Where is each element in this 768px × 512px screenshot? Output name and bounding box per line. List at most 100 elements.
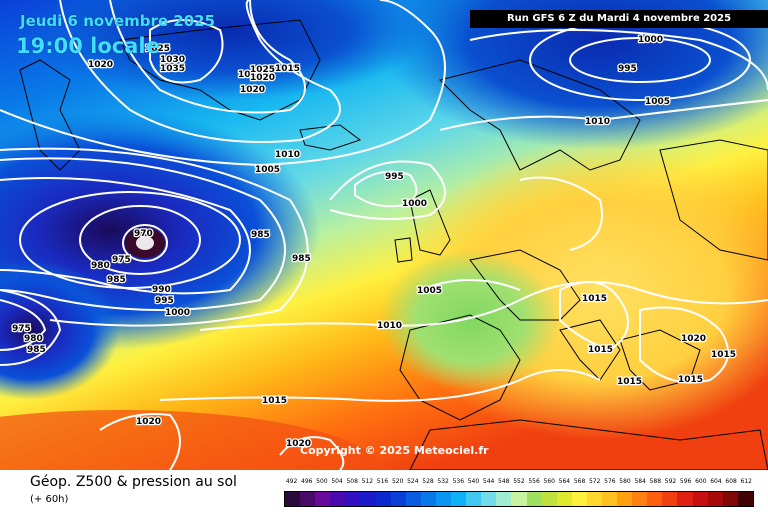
legend-swatch [330, 492, 346, 506]
legend-swatch [707, 492, 723, 506]
isobar-label: 1015 [710, 349, 738, 362]
isobar-label: 1005 [644, 96, 672, 109]
legend-swatch [617, 492, 633, 506]
isobar-label: 1015 [274, 63, 302, 76]
legend-label: 508 [346, 478, 358, 485]
isobar-label: 1020 [87, 59, 115, 72]
isobar-label: 985 [250, 229, 271, 242]
legend-label: 548 [498, 478, 510, 485]
legend-swatch [692, 492, 708, 506]
legend-swatch [526, 492, 542, 506]
svg-text:1000: 1000 [402, 199, 427, 209]
svg-text:975: 975 [12, 324, 31, 334]
legend-label: 588 [649, 478, 662, 485]
legend-swatch [737, 492, 753, 506]
subtropical-area [0, 410, 380, 470]
svg-text:1000: 1000 [165, 308, 190, 318]
isobars [0, 0, 768, 470]
isobar-label: 1015 [581, 293, 609, 306]
legend-label: 600 [695, 478, 707, 485]
svg-text:1010: 1010 [585, 117, 610, 127]
legend-swatch [632, 492, 648, 506]
isobar-label: 970 [133, 228, 154, 241]
forecast-lead-time: (+ 60h) [30, 494, 69, 505]
isobar-label: 1020 [680, 333, 708, 346]
svg-text:1020: 1020 [136, 417, 161, 427]
svg-text:985: 985 [27, 345, 46, 355]
isobar-label: 985 [291, 253, 312, 266]
svg-text:1015: 1015 [678, 375, 703, 385]
legend-label: 596 [679, 478, 692, 485]
isobar-label: 1010 [274, 149, 302, 162]
legend-swatch [481, 492, 497, 506]
svg-text:1025: 1025 [250, 65, 275, 75]
legend-label: 564 [558, 478, 571, 485]
isobar-label: 1030 [159, 54, 187, 67]
svg-text:1015: 1015 [711, 350, 736, 360]
svg-text:1020: 1020 [88, 60, 113, 70]
svg-text:1000: 1000 [638, 35, 663, 45]
legend-swatch [511, 492, 527, 506]
svg-text:975: 975 [112, 255, 131, 265]
legend-swatch [420, 492, 436, 506]
isobar-label: 1010 [584, 116, 612, 129]
legend-label: 576 [604, 478, 616, 485]
isobar-label: 1030 [237, 69, 265, 82]
legend-swatch [360, 492, 376, 506]
isobar-label: 1000 [164, 307, 192, 320]
svg-text:1020: 1020 [250, 73, 275, 83]
greenland-trough-area [30, 0, 430, 100]
legend-label: 568 [573, 478, 586, 485]
legend-swatch [466, 492, 482, 506]
legend-label: 612 [740, 478, 752, 485]
svg-text:985: 985 [251, 230, 270, 240]
legend-swatch [390, 492, 406, 506]
isobar-label: 980 [23, 333, 44, 346]
isobar-label: 1015 [677, 374, 705, 387]
legend-label: 584 [634, 478, 646, 485]
forecast-time: 19:00 locale [16, 34, 160, 58]
legend-swatch [662, 492, 678, 506]
isobar-label: 975 [11, 323, 32, 336]
legend-label: 580 [619, 478, 631, 485]
isobar-label: 1025 [249, 64, 277, 77]
svg-text:995: 995 [385, 172, 404, 182]
legend-swatch [586, 492, 602, 506]
svg-text:1015: 1015 [275, 64, 300, 74]
svg-text:1010: 1010 [275, 150, 300, 160]
svg-text:980: 980 [24, 334, 43, 344]
legend-labels: 492 496 500 504 508 512 516 520 524 528 532 536 540 5… [284, 478, 754, 490]
isobar-label: 980 [90, 260, 111, 273]
isobar-label: 1020 [135, 416, 163, 429]
legend-label: 524 [407, 478, 419, 485]
svg-text:1010: 1010 [377, 321, 402, 331]
legend-label: 496 [301, 478, 313, 485]
legend-label: 528 [422, 478, 434, 485]
weather-map: 1020 1035 1030 1025 1030 1020 1025 1015 … [0, 0, 768, 470]
legend-label: 604 [710, 478, 722, 485]
isobar-label: 1000 [637, 34, 665, 47]
isobar-label: 990 [151, 284, 172, 297]
legend-swatch [300, 492, 316, 506]
isobar-label: 985 [106, 274, 127, 287]
legend-swatch [375, 492, 391, 506]
legend-swatch [285, 492, 301, 506]
svg-text:1015: 1015 [588, 345, 613, 355]
isobar-label: 1020 [239, 84, 267, 97]
isobar-label: 995 [617, 63, 638, 76]
svg-text:1015: 1015 [617, 377, 642, 387]
svg-text:1015: 1015 [262, 396, 287, 406]
legend-swatch [722, 492, 738, 506]
legend-bar [284, 491, 754, 507]
isobar-label: 1020 [285, 438, 313, 451]
legend-swatch [571, 492, 587, 506]
legend-swatch [496, 492, 512, 506]
svg-text:1015: 1015 [582, 294, 607, 304]
forecast-date: Jeudi 6 novembre 2025 [20, 12, 216, 30]
legend-swatch [541, 492, 557, 506]
legend-swatch [315, 492, 331, 506]
svg-text:1035: 1035 [160, 64, 185, 74]
copyright-notice: Copyright © 2025 Meteociel.fr [300, 444, 489, 457]
legend-label: 608 [725, 478, 737, 485]
isobar-label: 1010 [376, 320, 404, 333]
